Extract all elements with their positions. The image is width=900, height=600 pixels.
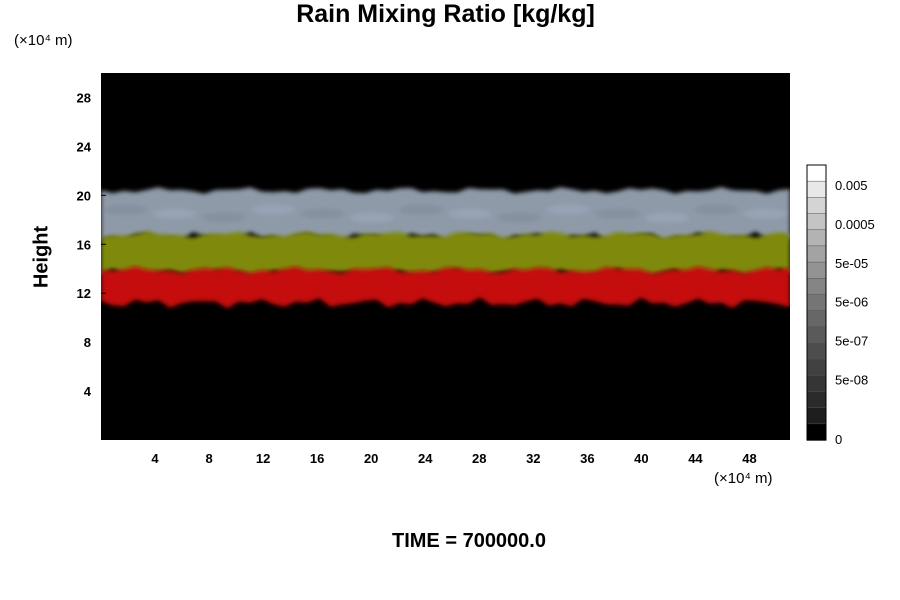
gray-texture xyxy=(546,204,591,215)
gray-texture xyxy=(595,208,640,219)
x-tick-label: 28 xyxy=(472,451,486,466)
gray-texture xyxy=(448,208,493,219)
gray-texture xyxy=(743,208,788,219)
x-axis-unit: (×10⁴ m) xyxy=(714,470,773,487)
layer-red xyxy=(101,266,790,309)
colorbar-swatch xyxy=(806,180,827,199)
x-tick-label: 48 xyxy=(742,451,756,466)
gray-texture xyxy=(398,204,443,215)
colorbar-swatch xyxy=(806,342,827,360)
y-tick-label: 28 xyxy=(77,90,91,105)
x-tick-label: 8 xyxy=(205,451,212,466)
colorbar-swatch xyxy=(806,358,827,377)
colorbar-tick-label: 5e-05 xyxy=(835,256,868,271)
colorbar-swatch xyxy=(806,326,827,344)
y-axis-unit: (×10⁴ m) xyxy=(14,32,73,49)
gray-texture xyxy=(152,208,197,219)
x-tick-label: 20 xyxy=(364,451,378,466)
y-tick-label: 16 xyxy=(77,237,91,252)
x-tick-label: 24 xyxy=(418,451,433,466)
chart-title: Rain Mixing Ratio [kg/kg] xyxy=(296,0,595,28)
colorbar-swatch xyxy=(806,229,827,247)
layers-group xyxy=(101,187,790,309)
y-tick-label: 12 xyxy=(77,286,91,301)
y-tick-label: 8 xyxy=(84,335,91,350)
gray-texture xyxy=(251,204,296,215)
layer-gray xyxy=(101,187,790,243)
gray-texture xyxy=(349,212,394,223)
colorbar-swatch xyxy=(806,277,827,296)
x-tick-label: 12 xyxy=(256,451,270,466)
gray-texture xyxy=(644,212,689,223)
colorbar-swatch xyxy=(806,213,827,231)
colorbar-swatch xyxy=(806,164,827,182)
y-tick-label: 24 xyxy=(77,139,92,154)
colorbar-swatch xyxy=(806,294,827,312)
gray-texture xyxy=(694,204,739,215)
gray-texture xyxy=(103,204,148,215)
colorbar-tick-label: 0 xyxy=(835,432,842,447)
x-tick-label: 16 xyxy=(310,451,324,466)
colorbar-tick-label: 0.0005 xyxy=(835,217,875,232)
plot-area xyxy=(101,73,790,440)
colorbar-swatch xyxy=(806,375,827,393)
colorbar-swatch xyxy=(806,423,827,441)
gray-texture xyxy=(300,208,345,219)
colorbar-frame xyxy=(806,164,827,441)
x-tick-label: 4 xyxy=(151,451,159,466)
colorbar-tick-label: 5e-07 xyxy=(835,333,868,348)
x-tick-label: 44 xyxy=(688,451,703,466)
colorbar-tick-label: 5e-08 xyxy=(835,372,868,387)
colorbar-swatch xyxy=(806,310,827,328)
colorbar-swatch xyxy=(806,245,827,263)
x-tick-label: 32 xyxy=(526,451,540,466)
x-tick-label: 36 xyxy=(580,451,594,466)
y-tick-label: 20 xyxy=(77,188,91,203)
colorbar-swatch xyxy=(806,391,827,409)
y-tick-label: 4 xyxy=(84,384,92,399)
colorbar-swatch xyxy=(806,407,827,425)
colorbar: 0.005 0.0005 5e-05 5e-06 5e-07 5e-08 0 xyxy=(806,164,875,447)
x-tick-label: 40 xyxy=(634,451,648,466)
colorbar-tick-label: 5e-06 xyxy=(835,295,868,310)
colorbar-swatch xyxy=(806,261,827,279)
colorbar-swatch xyxy=(806,197,827,215)
time-label: TIME = 700000.0 xyxy=(392,530,546,552)
gray-texture xyxy=(202,212,247,223)
gray-texture xyxy=(497,212,542,223)
layer-yellow xyxy=(101,231,790,279)
colorbar-tick-label: 0.005 xyxy=(835,178,868,193)
